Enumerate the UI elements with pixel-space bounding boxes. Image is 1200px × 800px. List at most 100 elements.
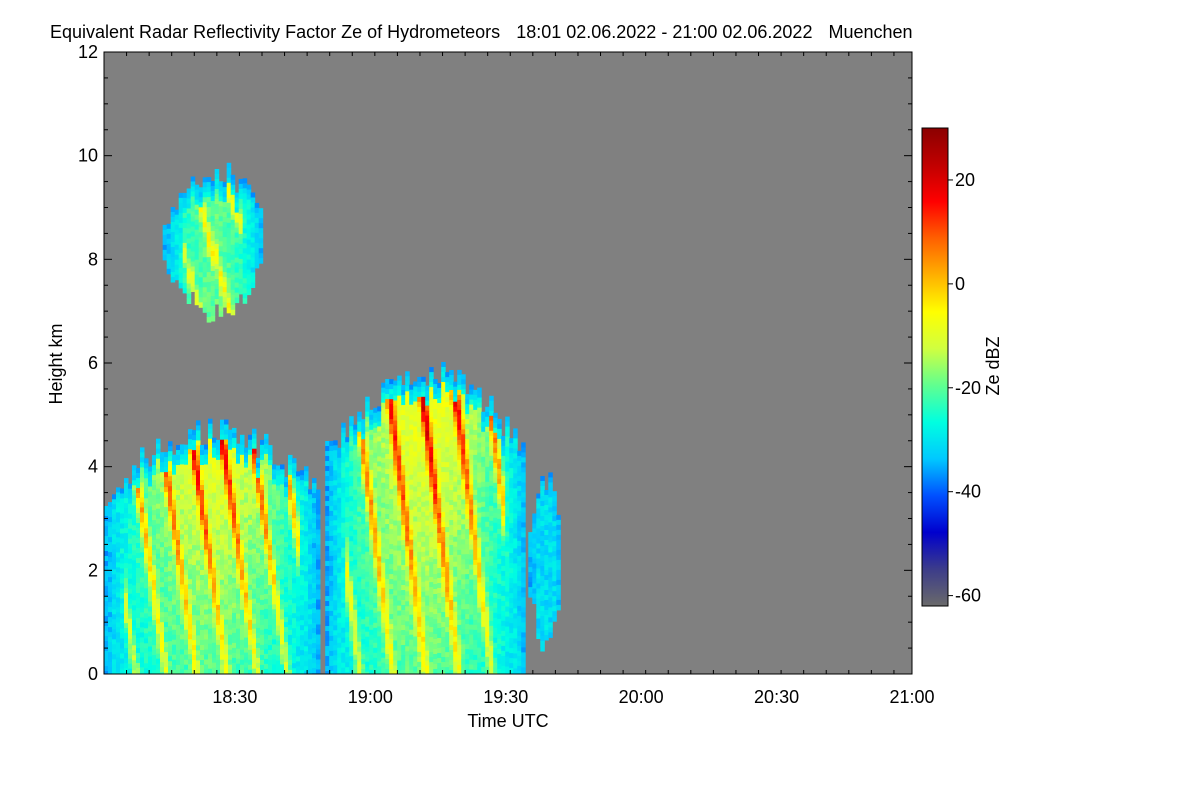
echo-cell <box>437 433 442 439</box>
echo-cell <box>429 672 434 674</box>
echo-cell <box>333 655 338 661</box>
echo-cell <box>337 542 342 549</box>
echo-cell <box>461 444 466 450</box>
echo-cell <box>389 494 394 500</box>
echo-cell <box>429 432 434 438</box>
echo-cell <box>325 571 330 577</box>
echo-cell <box>461 474 466 480</box>
echo-cell <box>170 232 176 238</box>
echo-cell <box>220 489 225 496</box>
echo-cell <box>208 483 213 490</box>
echo-cell <box>300 495 305 501</box>
echo-cell <box>124 573 129 579</box>
echo-cell <box>337 632 342 639</box>
echo-cell <box>260 524 265 531</box>
echo-cell <box>385 479 390 485</box>
echo-cell <box>457 504 462 511</box>
echo-cell <box>184 454 189 461</box>
echo-cell <box>180 564 185 570</box>
echo-cell <box>357 601 362 608</box>
echo-cell <box>369 549 374 556</box>
echo-cell <box>208 593 213 600</box>
echo-cell <box>256 627 261 634</box>
echo-cell <box>337 577 342 584</box>
echo-cell <box>357 466 362 473</box>
echo-cell <box>200 485 205 491</box>
echo-cell <box>445 527 450 533</box>
echo-cell <box>252 543 257 550</box>
echo-cell <box>401 600 406 606</box>
echo-cell <box>312 583 317 589</box>
echo-cell <box>469 389 474 396</box>
echo-cell <box>176 600 181 606</box>
echo-cell <box>136 588 141 594</box>
echo-cell <box>160 617 165 623</box>
echo-cell <box>345 547 350 553</box>
echo-cell <box>178 217 184 224</box>
echo-cell <box>190 196 196 202</box>
echo-cell <box>188 459 193 465</box>
echo-cell <box>108 592 113 598</box>
echo-cell <box>465 409 470 415</box>
echo-cell <box>453 381 458 388</box>
echo-cell <box>445 652 450 658</box>
echo-cell <box>401 385 406 391</box>
echo-cell <box>280 534 285 540</box>
echo-cell <box>417 566 422 573</box>
echo-cell <box>341 432 346 439</box>
echo-cell <box>170 247 176 253</box>
echo-cell <box>345 672 350 674</box>
echo-cell <box>401 585 406 591</box>
echo-cell <box>304 476 309 482</box>
echo-cell <box>333 530 338 536</box>
echo-cell <box>441 462 446 468</box>
echo-cell <box>433 569 438 575</box>
echo-cell <box>228 654 233 661</box>
echo-cell <box>182 242 188 249</box>
echo-cell <box>308 599 313 605</box>
echo-cell <box>469 499 474 506</box>
echo-cell <box>469 544 474 551</box>
echo-cell <box>128 503 133 510</box>
echo-cell <box>192 490 197 496</box>
echo-cell <box>212 577 217 584</box>
echo-cell <box>104 561 109 567</box>
echo-cell <box>248 664 253 671</box>
echo-cell <box>232 632 237 639</box>
echo-cell <box>178 232 184 239</box>
echo-cell <box>220 579 225 586</box>
echo-cell <box>180 449 185 455</box>
echo-cell <box>256 542 261 549</box>
echo-cell <box>164 607 169 613</box>
echo-cell <box>381 447 386 454</box>
echo-cell <box>449 545 454 551</box>
echo-cell <box>461 669 466 674</box>
echo-cell <box>228 539 233 546</box>
echo-cell <box>244 477 249 484</box>
echo-cell <box>373 487 378 494</box>
echo-cell <box>381 537 386 544</box>
echo-cell <box>361 594 366 600</box>
echo-cell <box>300 570 305 576</box>
echo-cell <box>469 479 474 486</box>
echo-cell <box>369 559 374 566</box>
echo-cell <box>152 610 157 616</box>
echo-cell <box>385 619 390 625</box>
echo-cell <box>208 533 213 540</box>
echo-cell <box>316 654 321 660</box>
echo-cell <box>341 657 346 664</box>
echo-cell <box>365 601 370 608</box>
echo-cell <box>152 500 157 506</box>
echo-cell <box>128 563 133 570</box>
echo-cell <box>260 629 265 636</box>
echo-cell <box>144 628 149 634</box>
echo-cell <box>296 671 301 674</box>
echo-cell <box>264 513 269 520</box>
echo-cell <box>132 645 137 651</box>
echo-cell <box>268 510 273 516</box>
echo-cell <box>208 498 213 505</box>
echo-cell <box>228 614 233 621</box>
echo-cell <box>212 657 217 664</box>
echo-cell <box>385 524 390 530</box>
echo-cell <box>260 479 265 486</box>
